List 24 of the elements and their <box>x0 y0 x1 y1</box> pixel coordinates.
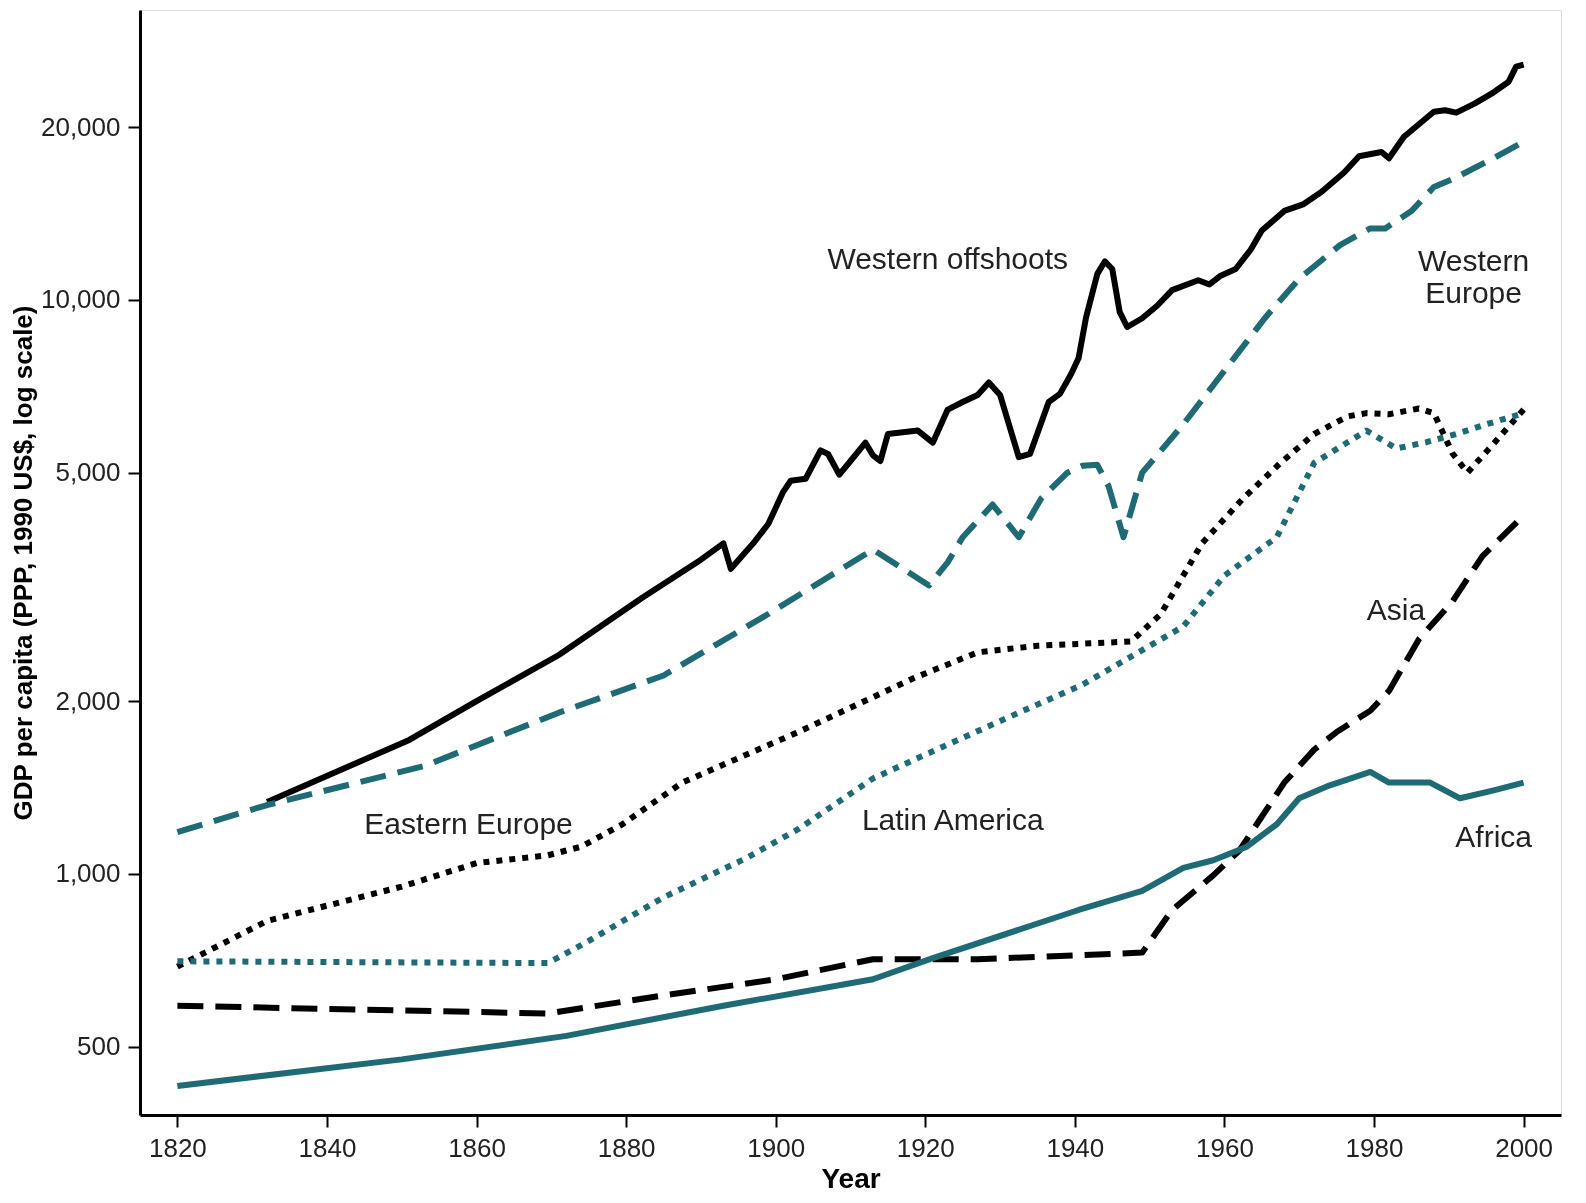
y-axis-title: GDP per capita (PPP, 1990 US$, log scale) <box>7 305 38 821</box>
x-tick-label: 1980 <box>1345 1132 1404 1163</box>
x-tick-label: 1880 <box>597 1132 656 1163</box>
x-tick-label: 1840 <box>298 1132 357 1163</box>
x-tick-label: 1940 <box>1046 1132 1105 1163</box>
x-tick-label: 2000 <box>1495 1132 1554 1163</box>
y-tick-label: 1,000 <box>55 858 121 889</box>
y-tick-label: 500 <box>77 1031 121 1062</box>
y-tick-label: 5,000 <box>55 457 121 488</box>
x-tick-label: 1860 <box>448 1132 506 1163</box>
x-tick-label: 1960 <box>1196 1132 1254 1163</box>
x-tick-label: 1920 <box>896 1132 955 1163</box>
y-tick-label: 2,000 <box>55 685 121 716</box>
y-tick-label: 20,000 <box>40 111 121 142</box>
series-label: Africa <box>1455 820 1533 854</box>
x-tick-label: 1820 <box>148 1132 207 1163</box>
y-tick-label: 10,000 <box>40 284 121 315</box>
series-label: Latin America <box>861 803 1044 837</box>
series-label: Asia <box>1366 592 1426 626</box>
x-tick-label: 1900 <box>747 1132 806 1163</box>
series-label: Eastern Europe <box>364 807 573 841</box>
series-label: Western offshoots <box>827 241 1069 275</box>
x-axis-title: Year <box>821 1162 881 1194</box>
series-label: Western Europe <box>1418 243 1530 309</box>
